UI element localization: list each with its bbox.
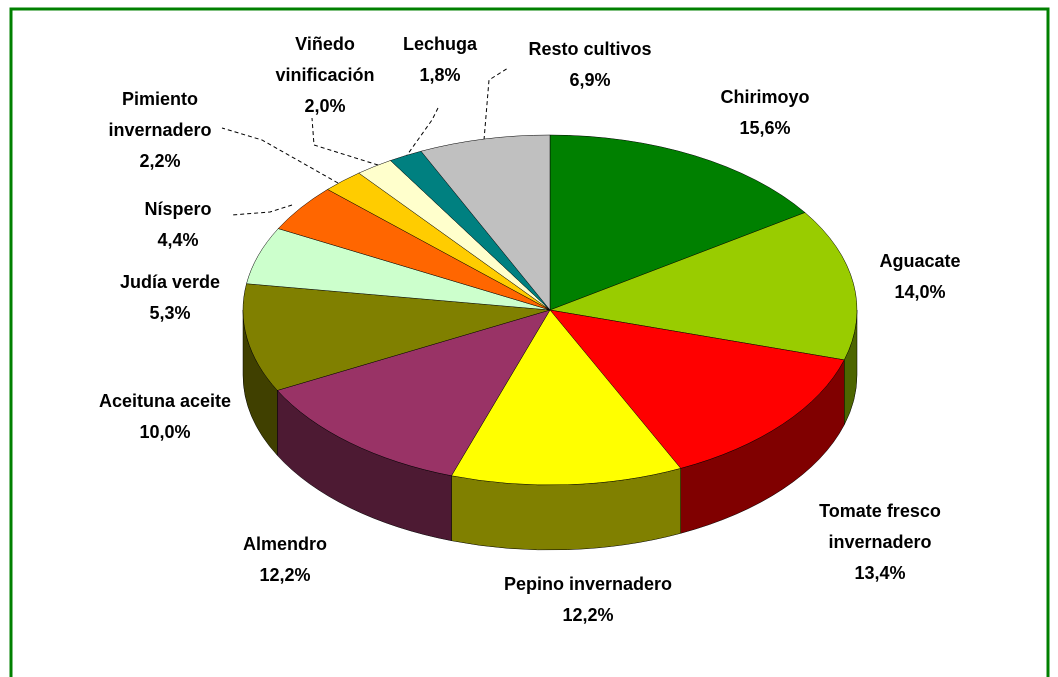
slice-label: Lechuga 1,8% [380, 29, 500, 91]
category-label: Tomate fresco invernadero [819, 501, 941, 552]
value-label: 14,0% [894, 282, 946, 302]
slice [420, 134, 551, 311]
slice [549, 309, 845, 469]
value-label: 13,4% [854, 563, 906, 583]
pie-sides [242, 309, 858, 551]
slice-label: Chirimoyo 15,6% [695, 82, 835, 144]
category-label: Viñedo vinificación [275, 34, 375, 85]
value-label: 2,2% [139, 151, 181, 171]
category-label: Pepino invernadero [503, 574, 673, 594]
frame [9, 7, 1050, 677]
slice [549, 212, 858, 361]
value-label: 15,6% [739, 118, 791, 138]
category-label: Resto cultivos [528, 39, 652, 59]
value-label: 2,0% [304, 96, 346, 116]
value-label: 6,9% [569, 70, 611, 90]
slice-label: Aguacate 14,0% [860, 246, 980, 308]
slice-label: Pepino invernadero 12,2% [503, 569, 673, 631]
slice-label: Judía verde 5,3% [90, 267, 250, 329]
leader-line [221, 127, 339, 184]
value-label: 5,3% [149, 303, 191, 323]
leader-line [231, 204, 293, 216]
leader-lines [221, 67, 509, 216]
slice-label: Tomate fresco invernadero 13,4% [790, 496, 970, 589]
value-label: 10,0% [139, 422, 191, 442]
slice [549, 134, 806, 311]
category-label: Aceituna aceite [98, 391, 232, 411]
slice-label: Pimiento invernadero 2,2% [75, 84, 245, 177]
slice-label: Resto cultivos 6,9% [500, 34, 680, 96]
pie-tops [242, 134, 858, 486]
slice-label: Níspero 4,4% [118, 194, 238, 256]
slice [451, 309, 682, 486]
category-label: Almendro [242, 534, 327, 554]
category-label: Níspero [144, 199, 212, 219]
category-label: Chirimoyo [720, 87, 810, 107]
value-label: 12,2% [562, 605, 614, 625]
slice-label: Viñedo vinificación 2,0% [255, 29, 395, 122]
category-label: Judía verde [119, 272, 221, 292]
slice-label: Almendro 12,2% [215, 529, 355, 591]
category-label: Pimiento invernadero [108, 89, 212, 140]
value-label: 4,4% [157, 230, 199, 250]
slice [276, 309, 551, 477]
value-label: 12,2% [259, 565, 311, 585]
value-label: 1,8% [419, 65, 461, 85]
category-label: Aguacate [879, 251, 961, 271]
slice-label: Aceituna aceite 10,0% [65, 386, 265, 448]
slice [242, 283, 551, 391]
category-label: Lechuga [402, 34, 477, 54]
leader-line [311, 117, 379, 166]
leader-line [404, 107, 439, 159]
